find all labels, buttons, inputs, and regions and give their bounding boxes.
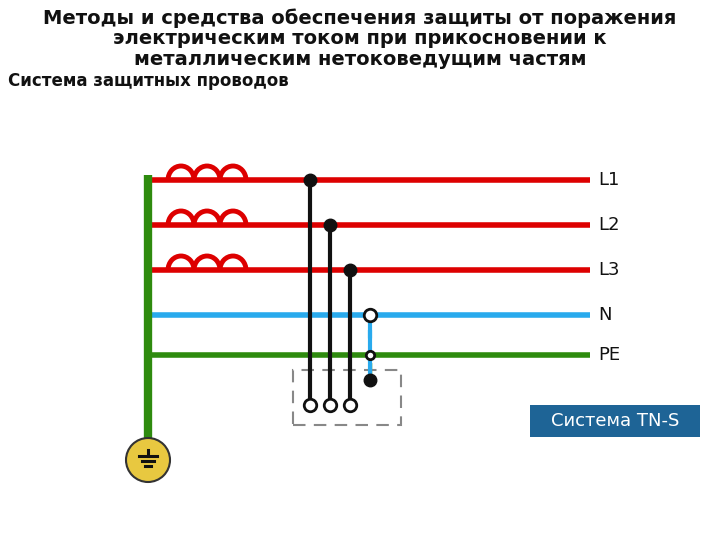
Bar bbox=[293, 370, 401, 425]
Text: Система TN-S: Система TN-S bbox=[551, 412, 679, 430]
Text: Система защитных проводов: Система защитных проводов bbox=[8, 72, 289, 90]
Circle shape bbox=[126, 438, 170, 482]
Text: металлическим нетоковедущим частям: металлическим нетоковедущим частям bbox=[134, 50, 586, 69]
Text: L2: L2 bbox=[598, 216, 619, 234]
Text: N: N bbox=[598, 306, 611, 324]
FancyBboxPatch shape bbox=[530, 405, 700, 437]
Text: электрическим током при прикосновении к: электрическим током при прикосновении к bbox=[113, 29, 607, 48]
Text: Методы и средства обеспечения защиты от поражения: Методы и средства обеспечения защиты от … bbox=[43, 8, 677, 28]
Text: L3: L3 bbox=[598, 261, 619, 279]
Text: PE: PE bbox=[598, 346, 620, 364]
Text: L1: L1 bbox=[598, 171, 619, 189]
